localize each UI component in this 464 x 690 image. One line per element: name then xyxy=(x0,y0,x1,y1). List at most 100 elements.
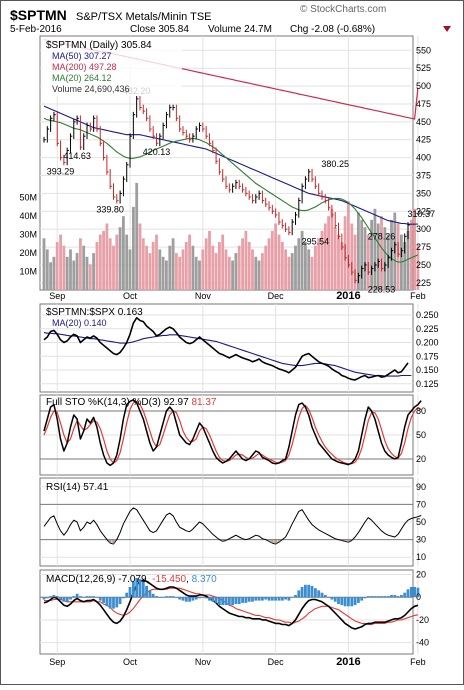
macd-hist-bar-54 xyxy=(221,597,225,606)
volume-bar-44 xyxy=(188,234,191,290)
macd-hist-bar-88 xyxy=(333,597,337,602)
price-ytick-1: 250 xyxy=(416,260,431,270)
volume-bar-73 xyxy=(284,249,287,290)
volume-bar-103 xyxy=(383,227,387,290)
macd-hist-bar-11 xyxy=(79,596,82,598)
rsi-ytick-4: 90 xyxy=(416,482,426,492)
macd-hist-bar-35 xyxy=(158,597,162,598)
macd-hist-bar-89 xyxy=(337,597,340,604)
volume-bar-111 xyxy=(409,219,413,290)
macd-hist-bar-78 xyxy=(300,587,304,598)
macd-hist-bar-48 xyxy=(201,597,205,598)
volume-bar-53 xyxy=(218,242,221,290)
legend-price: $SPTMN (Daily) 305.84 xyxy=(46,40,152,51)
macd-hist-bar-101 xyxy=(376,596,380,598)
volume-bar-62 xyxy=(247,242,251,290)
rsi-fill-low-90 xyxy=(340,539,344,541)
macd-hist-bar-22 xyxy=(115,597,119,608)
volume-bar-77 xyxy=(297,238,301,290)
ratio-panel xyxy=(39,303,414,393)
price-annotation-7: 278.26 xyxy=(368,232,396,242)
sto-ytick-2: 80 xyxy=(416,406,426,416)
symbol-description: S&P/TSX Metals/Minin TSE xyxy=(76,11,212,23)
legend-ma200: MA(200) 497.28 xyxy=(52,62,117,72)
rsi-fill-low-71 xyxy=(277,539,281,543)
macd-hist-bar-68 xyxy=(267,597,271,601)
xlabel-bottom-1: Oct xyxy=(123,657,138,667)
price-ytick-4: 325 xyxy=(416,206,431,216)
volume-bar-35 xyxy=(158,249,162,290)
macd-hist-bar-98 xyxy=(366,596,370,598)
legend-sto: Full STO %K(14,3) %D(3) 92.97 81.37 xyxy=(46,397,217,408)
volume-bar-18 xyxy=(102,230,105,290)
macd-hist-bar-34 xyxy=(155,596,158,598)
symbol-title: $SPTMN xyxy=(10,7,67,23)
price-ytick-11: 500 xyxy=(416,81,431,91)
down-arrow-icon xyxy=(443,26,451,32)
xlabel-bottom-2: Nov xyxy=(195,657,212,667)
volume-bar-71 xyxy=(277,234,281,290)
rsi-fill-low-54 xyxy=(221,539,225,542)
macd-hist-bar-66 xyxy=(261,597,264,601)
macd-hist-bar-96 xyxy=(360,597,364,601)
macd-hist-bar-17 xyxy=(98,597,102,601)
legend-rsi: RSI(14) 57.41 xyxy=(46,482,109,493)
macd-hist-bar-4 xyxy=(55,596,59,598)
rsi-fill-low-92 xyxy=(347,539,350,543)
rsi-fill-low-70 xyxy=(274,539,277,544)
volume-bar-102 xyxy=(380,216,383,290)
volume-bar-68 xyxy=(267,238,271,290)
volume-bar-49 xyxy=(204,238,208,290)
price-ytick-7: 400 xyxy=(416,153,431,163)
xlabel-bottom-4: 2016 xyxy=(336,656,360,668)
macd-histogram xyxy=(42,539,420,609)
macd-hist-bar-100 xyxy=(373,596,377,598)
volume-bar-50 xyxy=(208,230,211,290)
volume-bar-90 xyxy=(340,242,344,290)
volume-bar-72 xyxy=(280,242,284,290)
price-ytick-8: 425 xyxy=(416,135,431,145)
volume-bar-81 xyxy=(310,256,314,290)
rsi-ytick-1: 30 xyxy=(416,535,426,545)
macd-ytick-0: -40 xyxy=(416,638,429,648)
volume-bar-21 xyxy=(112,245,115,290)
volume-bar-26 xyxy=(128,249,132,290)
volume-bar-6 xyxy=(62,245,66,290)
macd-hist-bar-107 xyxy=(396,596,400,598)
macd-ytick-1: -20 xyxy=(416,615,429,625)
volume-bar-23 xyxy=(118,227,122,290)
macd-hist-bar-71 xyxy=(277,597,281,601)
volume-ytick-1: 20M xyxy=(19,248,37,258)
volume-bar-33 xyxy=(151,242,155,290)
macd-hist-bar-6 xyxy=(62,597,66,602)
volume-bar-57 xyxy=(231,260,234,290)
macd-hist-bar-86 xyxy=(327,597,330,598)
volume-bar-4 xyxy=(55,242,59,290)
volume-ytick-4: 50M xyxy=(19,193,37,203)
sto-ytick-1: 50 xyxy=(416,430,426,440)
volume-bar-38 xyxy=(168,245,172,290)
volume-bar-92 xyxy=(347,201,350,290)
macd-hist-bar-62 xyxy=(247,597,251,602)
macd-hist-bar-5 xyxy=(59,597,62,600)
volume-bar-40 xyxy=(175,253,178,290)
macd-hist-bar-75 xyxy=(290,597,294,598)
macd-hist-bar-39 xyxy=(171,596,175,598)
macd-hist-bar-63 xyxy=(251,597,254,602)
volume-bar-95 xyxy=(357,212,360,290)
volume-bar-8 xyxy=(69,249,72,290)
macd-hist-bar-84 xyxy=(320,592,324,598)
rsi-fill-low-93 xyxy=(350,539,354,541)
macd-hist-bar-40 xyxy=(175,597,178,598)
volume-bar-51 xyxy=(211,245,215,290)
macd-hist-bar-91 xyxy=(343,597,347,607)
macd-hist-bar-109 xyxy=(403,592,407,598)
macd-hist-bar-104 xyxy=(386,596,390,598)
macd-hist-bar-21 xyxy=(112,597,115,609)
macd-hist-bar-31 xyxy=(145,585,148,598)
volume-ytick-2: 30M xyxy=(19,230,37,240)
macd-hist-bar-95 xyxy=(357,597,360,603)
macd-hist-bar-1 xyxy=(45,597,49,599)
volume-bar-65 xyxy=(257,260,261,290)
sto-ytick-0: 20 xyxy=(416,454,426,464)
